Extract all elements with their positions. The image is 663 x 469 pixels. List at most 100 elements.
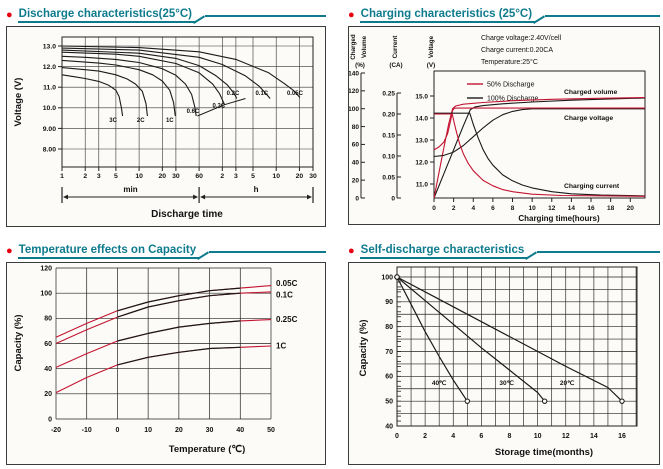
info-line: Charge current:0.20CA: [481, 47, 553, 54]
tick-label: 12.0: [43, 64, 56, 71]
tick-label: 16: [618, 433, 626, 440]
curve-black-1C: [117, 346, 241, 366]
self-discharge-title-row: ● Self-discharge characteristics: [348, 240, 660, 262]
tick-label: 0: [355, 195, 359, 202]
tick-label: 40: [385, 423, 393, 430]
temperature-panel: ● Temperature effects on Capacity 0 20 40 6…: [6, 240, 326, 465]
x-axis-label: Storage time(months): [495, 447, 593, 458]
tick-label: 140: [349, 70, 359, 77]
tick-label: 12: [548, 205, 556, 212]
curve-label: 0.2C: [227, 91, 240, 97]
tick-label: 20: [296, 173, 304, 180]
data-point-marker: [541, 398, 548, 404]
charging-chart-box: Charged Volume Current Voltage (%) (CA) (V) 0 20…: [348, 26, 660, 225]
tick-label: 10: [529, 205, 537, 212]
discharge-panel: ● Discharge characteristics(25°C) 13.0 12…: [6, 4, 326, 227]
tick-label: 0.15: [382, 132, 395, 139]
curve-label: 0.05C: [276, 279, 298, 288]
tick-label: 13.0: [43, 43, 56, 50]
charging-title-row: ● Charging characteristics (25°C): [348, 4, 660, 26]
tick-label: 1: [60, 173, 64, 180]
tick-label: 70: [385, 349, 393, 356]
tick-label: 10: [534, 433, 542, 440]
y-axis-label: Capacity (%): [358, 319, 369, 376]
self-discharge-chart-box: 100 90 80 70 60 50 40 0 2 4 6 8 10 12 14 16 40℃ 30℃ 20℃ Sto…: [348, 262, 660, 465]
tick-label: 0: [395, 433, 399, 440]
x-axis-label: Charging time(hours): [518, 214, 600, 223]
tick-label: 90: [385, 299, 393, 306]
charging-panel: ● Charging characteristics (25°C) Charge…: [348, 4, 660, 225]
tick-label: 40: [44, 366, 52, 373]
legend-label: 100% Discharge: [487, 96, 538, 103]
tick-label: 3: [97, 173, 101, 180]
bullet-icon: ●: [348, 8, 355, 21]
data-point-marker: [394, 274, 400, 280]
tick-label: 4: [451, 433, 455, 440]
tick-label: 50: [385, 399, 393, 406]
panel-title: Self-discharge characteristics: [359, 244, 529, 259]
tick-label: 14: [590, 433, 598, 440]
tick-label: 8: [508, 433, 512, 440]
unit-section-label: h: [254, 185, 259, 194]
tick-label: 13.0: [415, 137, 428, 144]
curve-black-0.05C: [117, 287, 241, 312]
plot-border: [433, 70, 646, 199]
tick-label: 60: [352, 142, 360, 149]
tick-label: 30: [309, 173, 317, 180]
y-axis-label: Voltage (V): [13, 78, 24, 127]
curve-0.2C: [61, 49, 238, 99]
title-underline-swoosh: [196, 4, 326, 26]
title-underline-swoosh: [528, 240, 660, 262]
temperature-title-row: ● Temperature effects on Capacity: [6, 240, 326, 262]
curve-label: 0.1C: [276, 291, 293, 300]
curve-label: 1C: [166, 118, 174, 124]
panel-title: Charging characteristics (25°C): [359, 8, 537, 23]
curve-0.1C: [61, 47, 271, 99]
tick-label: 100: [349, 106, 359, 113]
tick-label: 2: [220, 173, 224, 180]
axis-unit: (%): [355, 62, 365, 69]
bullet-icon: ●: [6, 244, 13, 257]
curve-label: 0.1C: [255, 91, 268, 97]
curve-charging_current_100: [434, 112, 646, 197]
curve-0.3C: [61, 51, 226, 105]
axis-title: Charged: [350, 34, 357, 60]
arrowhead-icon: [63, 194, 68, 200]
axis-unit: (V): [427, 62, 435, 69]
tick-label: 80: [385, 324, 393, 331]
tick-label: 10: [272, 173, 280, 180]
tick-label: 5: [251, 173, 255, 180]
tick-label: 14: [568, 205, 576, 212]
curve-charged_volume_50: [433, 96, 646, 199]
curve-label: 40℃: [432, 379, 447, 387]
data-point-marker: [619, 398, 625, 404]
tick-label: 9.00: [43, 126, 56, 133]
curve-black-0.1C: [117, 292, 241, 318]
tick-label: 0: [115, 427, 119, 434]
annotation: Charged volume: [564, 89, 617, 96]
self-discharge-panel: ● Self-discharge characteristics 100 90 80…: [348, 240, 660, 465]
tick-label: 11.0: [43, 85, 56, 92]
annotation: Charge voltage: [564, 115, 613, 122]
tick-label: 60: [385, 374, 393, 381]
discharge-chart-box: 13.0 12.0 11.0 10.0 9.00 8.00 1 2 3 5 10 20 30 60 2 3 5 1…: [6, 26, 326, 227]
bullet-icon: ●: [6, 8, 13, 21]
axis-unit: (CA): [389, 62, 402, 69]
curve-label: 0.6C: [187, 109, 200, 115]
curve-black-0.25C: [117, 320, 241, 342]
title-underline-swoosh: [536, 4, 660, 26]
curve-label: 2C: [137, 118, 145, 124]
tick-label: 10.0: [43, 105, 56, 112]
arrowhead-icon: [193, 194, 199, 200]
curve-20℃: [396, 276, 623, 402]
self-discharge-chart: 100 90 80 70 60 50 400 2 4 6 8 10 12 14 16 40℃ 30℃ 20℃ Sto…: [358, 266, 638, 458]
tick-label: 6: [491, 205, 495, 212]
tick-label: 2: [452, 205, 456, 212]
tick-label: 40: [352, 160, 360, 167]
legend-label: 50% Discharge: [487, 82, 535, 89]
discharge-chart: 13.0 12.0 11.0 10.0 9.00 8.00 1 2 3 5 10 20 30 60 2 3 5 1…: [13, 36, 317, 220]
tick-label: 2: [423, 433, 427, 440]
discharge-title-row: ● Discharge characteristics(25°C): [6, 4, 326, 26]
axis-title: Current: [392, 35, 399, 59]
curve-label: 20℃: [560, 379, 575, 387]
